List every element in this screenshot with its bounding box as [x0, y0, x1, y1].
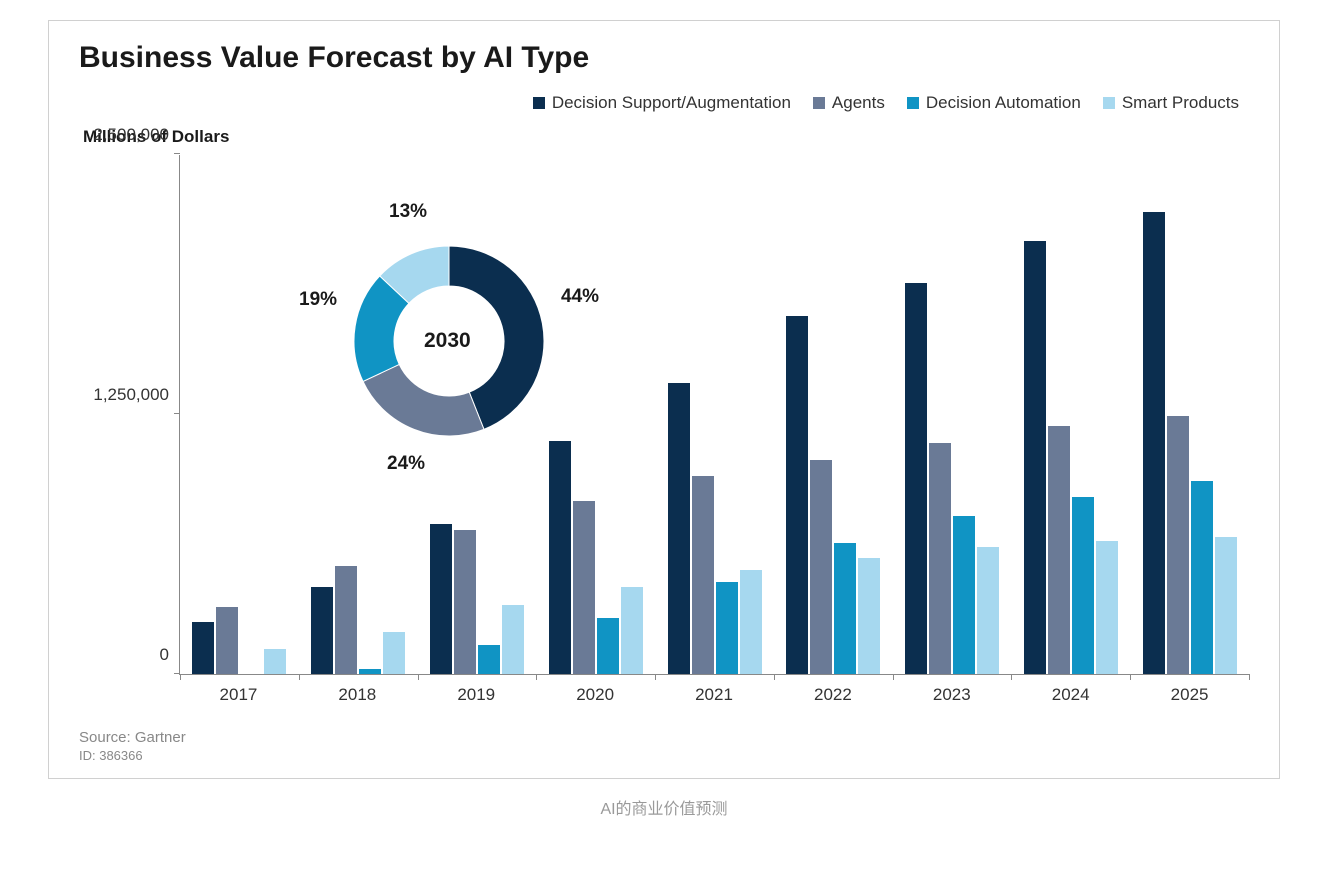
legend-swatch: [813, 97, 825, 109]
x-tick-mark: [774, 674, 775, 680]
bar: [1215, 537, 1237, 674]
x-tick-mark: [536, 674, 537, 680]
x-tick-label: 2017: [179, 675, 298, 705]
legend-label: Decision Automation: [926, 93, 1081, 113]
bar: [573, 501, 595, 674]
x-tick-label: 2022: [773, 675, 892, 705]
bar: [430, 524, 452, 674]
x-tick-label: 2020: [536, 675, 655, 705]
bar: [1167, 416, 1189, 674]
bar: [716, 582, 738, 674]
x-tick-label: 2018: [298, 675, 417, 705]
donut-center-label: 2030: [424, 329, 471, 353]
source-label: Source: Gartner: [79, 729, 1249, 746]
bar: [977, 547, 999, 674]
bar: [192, 622, 214, 674]
id-label: ID: 386366: [79, 748, 1249, 763]
bar: [1024, 241, 1046, 674]
x-tick-mark: [1130, 674, 1131, 680]
x-tick-mark: [1011, 674, 1012, 680]
y-axis-title: Millions of Dollars: [83, 127, 1249, 147]
legend-label: Smart Products: [1122, 93, 1239, 113]
bar: [834, 543, 856, 674]
legend-item: Agents: [813, 93, 885, 113]
legend-item: Decision Automation: [907, 93, 1081, 113]
bar: [1072, 497, 1094, 674]
y-tick-label: 1,250,000: [69, 385, 169, 405]
bar: [383, 632, 405, 674]
y-axis: 01,250,0002,500,000: [79, 155, 179, 675]
bar: [454, 530, 476, 674]
bar: [1048, 426, 1070, 674]
bar-group: [774, 155, 893, 674]
bar: [216, 607, 238, 674]
legend-label: Decision Support/Augmentation: [552, 93, 791, 113]
legend-swatch: [533, 97, 545, 109]
bar: [478, 645, 500, 674]
legend-swatch: [907, 97, 919, 109]
bar: [786, 316, 808, 674]
bar: [311, 587, 333, 674]
donut-slice: [363, 364, 484, 436]
x-tick-label: 2019: [417, 675, 536, 705]
chart-footer: Source: Gartner ID: 386366: [79, 729, 1249, 763]
bar: [668, 383, 690, 674]
chart-title: Business Value Forecast by AI Type: [79, 41, 1249, 75]
plot-area: 01,250,0002,500,000: [79, 155, 1249, 675]
bar-group: [655, 155, 774, 674]
x-tick-mark: [299, 674, 300, 680]
legend: Decision Support/Augmentation Agents Decis…: [79, 93, 1249, 113]
y-tick-label: 2,500,000: [69, 125, 169, 145]
bar-group: [1011, 155, 1130, 674]
legend-item: Decision Support/Augmentation: [533, 93, 791, 113]
bar: [905, 283, 927, 674]
bar-group: [893, 155, 1012, 674]
legend-label: Agents: [832, 93, 885, 113]
bar: [264, 649, 286, 674]
bar: [502, 605, 524, 674]
bar: [597, 618, 619, 674]
x-tick-label: 2021: [655, 675, 774, 705]
legend-swatch: [1103, 97, 1115, 109]
x-tick-mark: [1249, 674, 1250, 680]
bar: [1143, 212, 1165, 674]
bar: [621, 587, 643, 674]
bar: [1191, 481, 1213, 674]
bar: [929, 443, 951, 674]
x-tick-label: 2024: [1011, 675, 1130, 705]
bar: [1096, 541, 1118, 674]
x-axis: 201720182019202020212022202320242025: [179, 675, 1249, 705]
donut-slice-label: 24%: [387, 453, 425, 475]
legend-item: Smart Products: [1103, 93, 1239, 113]
y-tick-mark: [174, 153, 180, 154]
y-tick-mark: [174, 413, 180, 414]
bar: [858, 558, 880, 674]
bar: [740, 570, 762, 674]
bar: [359, 669, 381, 674]
y-tick-label: 0: [69, 645, 169, 665]
x-tick-mark: [180, 674, 181, 680]
chart-card: Business Value Forecast by AI Type Decis…: [48, 20, 1280, 779]
donut-chart: 44% 24% 19% 13% 2030: [279, 191, 619, 481]
donut-slice-label: 19%: [299, 289, 337, 311]
x-tick-label: 2023: [892, 675, 1011, 705]
x-tick-mark: [418, 674, 419, 680]
caption: AI的商业价值预测: [48, 795, 1280, 819]
x-tick-mark: [893, 674, 894, 680]
bar-group: [1130, 155, 1249, 674]
bar: [953, 516, 975, 674]
x-tick-label: 2025: [1130, 675, 1249, 705]
donut-slice-label: 44%: [561, 286, 599, 308]
x-tick-mark: [655, 674, 656, 680]
bar: [810, 460, 832, 674]
bar: [335, 566, 357, 674]
donut-slice-label: 13%: [389, 201, 427, 223]
bar: [692, 476, 714, 674]
